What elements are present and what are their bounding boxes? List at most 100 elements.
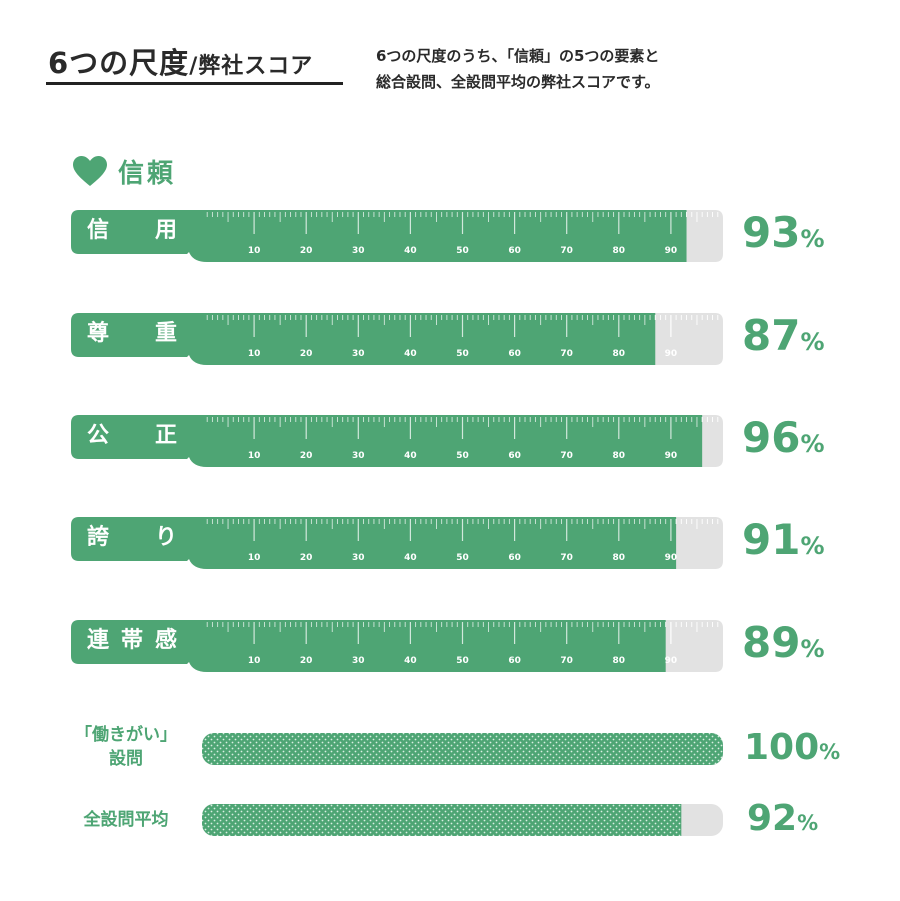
tick-label: 40 bbox=[404, 451, 417, 461]
row-label-char: 公 bbox=[87, 423, 110, 448]
page-title: 6つの尺度/弊社スコア bbox=[48, 40, 313, 82]
tick-label: 90 bbox=[665, 451, 678, 461]
tick-label: 20 bbox=[300, 349, 313, 359]
score-number: 93 bbox=[742, 208, 801, 257]
row-label-char: 帯 bbox=[121, 628, 144, 653]
tick-label: 90 bbox=[665, 553, 678, 563]
page-title-main: 6つの尺度 bbox=[48, 46, 190, 80]
bar-fill bbox=[71, 415, 703, 467]
row-label-line: 「働きがい」 bbox=[75, 725, 177, 745]
ruler-bar: 10 20 30 40 50 60 70 80 90 bbox=[71, 620, 723, 672]
bar-fill-pattern bbox=[202, 804, 682, 836]
tick-label: 10 bbox=[248, 349, 261, 359]
ruler-bar: 10 20 30 40 50 60 70 80 90 bbox=[71, 517, 723, 569]
score-value: 96% bbox=[742, 413, 825, 462]
heart-icon bbox=[73, 156, 107, 186]
score-number: 92 bbox=[747, 798, 798, 839]
tick-label: 10 bbox=[248, 656, 261, 666]
row-label-char: 信 bbox=[87, 218, 110, 243]
tick-label: 90 bbox=[665, 656, 678, 666]
row-label-char: 正 bbox=[155, 423, 178, 448]
row-label: 信用 bbox=[71, 206, 193, 256]
bar-fill bbox=[71, 313, 656, 365]
tick-label: 30 bbox=[352, 349, 365, 359]
score-number: 100 bbox=[744, 727, 820, 768]
page-title-sub: /弊社スコア bbox=[189, 54, 314, 79]
score-value: 93% bbox=[742, 208, 825, 257]
score-unit: % bbox=[800, 430, 825, 458]
row-label-line: 全設問平均 bbox=[83, 810, 169, 830]
description-line-1: 6つの尺度のうち、「信頼」の5つの要素と bbox=[376, 47, 660, 65]
tick-label: 50 bbox=[456, 553, 469, 563]
tick-label: 70 bbox=[560, 246, 573, 256]
tick-label: 60 bbox=[508, 246, 521, 256]
tick-label: 40 bbox=[404, 246, 417, 256]
row-label-char: 重 bbox=[155, 321, 178, 346]
bar-fill bbox=[71, 517, 677, 569]
tick-label: 10 bbox=[248, 451, 261, 461]
row-label-char: 尊 bbox=[87, 321, 110, 346]
tick-label: 30 bbox=[352, 656, 365, 666]
ruler-bar: 10 20 30 40 50 60 70 80 90 bbox=[71, 415, 723, 467]
tick-label: 60 bbox=[508, 656, 521, 666]
page-description: 6つの尺度のうち、「信頼」の5つの要素と 総合設問、全設問平均の弊社スコアです。 bbox=[376, 43, 660, 95]
row-label: 「働きがい」 設問 bbox=[56, 723, 196, 771]
tick-label: 10 bbox=[248, 553, 261, 563]
tick-label: 70 bbox=[560, 349, 573, 359]
tick-label: 80 bbox=[613, 451, 626, 461]
score-unit: % bbox=[800, 635, 825, 663]
tick-label: 70 bbox=[560, 656, 573, 666]
tick-label: 50 bbox=[456, 349, 469, 359]
row-label: 尊重 bbox=[71, 309, 193, 359]
tick-label: 50 bbox=[456, 656, 469, 666]
tick-label: 60 bbox=[508, 451, 521, 461]
section-label: 信頼 bbox=[118, 158, 177, 189]
tick-label: 70 bbox=[560, 553, 573, 563]
tick-label: 30 bbox=[352, 553, 365, 563]
tick-label: 40 bbox=[404, 553, 417, 563]
tick-label: 20 bbox=[300, 553, 313, 563]
tick-label: 30 bbox=[352, 451, 365, 461]
score-unit: % bbox=[800, 225, 825, 253]
row-label-line: 設問 bbox=[109, 749, 143, 769]
ruler-bar: 10 20 30 40 50 60 70 80 90 bbox=[71, 210, 723, 262]
tick-label: 80 bbox=[613, 349, 626, 359]
row-label-char: 連 bbox=[87, 628, 110, 653]
tick-label: 60 bbox=[508, 349, 521, 359]
score-unit: % bbox=[819, 740, 841, 764]
score-value: 91% bbox=[742, 515, 825, 564]
bar-fill-group bbox=[202, 804, 682, 836]
row-label: 全設問平均 bbox=[56, 808, 196, 832]
bar-fill bbox=[71, 210, 687, 262]
tick-label: 80 bbox=[613, 553, 626, 563]
score-number: 91 bbox=[742, 515, 801, 564]
tick-label: 20 bbox=[300, 656, 313, 666]
score-number: 89 bbox=[742, 618, 801, 667]
row-label-char: り bbox=[155, 525, 178, 550]
tick-label: 80 bbox=[613, 246, 626, 256]
tick-label: 20 bbox=[300, 246, 313, 256]
score-number: 87 bbox=[742, 311, 801, 360]
row-label: 連帯感 bbox=[71, 616, 193, 666]
tick-label: 50 bbox=[456, 246, 469, 256]
row-label-char: 用 bbox=[155, 218, 178, 243]
dotted-bar bbox=[202, 804, 723, 836]
bar-fill-group bbox=[202, 733, 723, 765]
score-value: 100% bbox=[744, 727, 840, 768]
tick-label: 20 bbox=[300, 451, 313, 461]
tick-label: 90 bbox=[665, 246, 678, 256]
tick-label: 30 bbox=[352, 246, 365, 256]
row-label: 誇り bbox=[71, 513, 193, 563]
tick-label: 70 bbox=[560, 451, 573, 461]
score-value: 92% bbox=[747, 798, 818, 839]
tick-label: 60 bbox=[508, 553, 521, 563]
section-header: 信頼 bbox=[72, 153, 176, 189]
title-underline bbox=[46, 82, 343, 85]
score-unit: % bbox=[800, 532, 825, 560]
row-label-char: 誇 bbox=[87, 525, 110, 550]
score-number: 96 bbox=[742, 413, 801, 462]
tick-label: 10 bbox=[248, 246, 261, 256]
score-unit: % bbox=[797, 811, 819, 835]
tick-label: 80 bbox=[613, 656, 626, 666]
